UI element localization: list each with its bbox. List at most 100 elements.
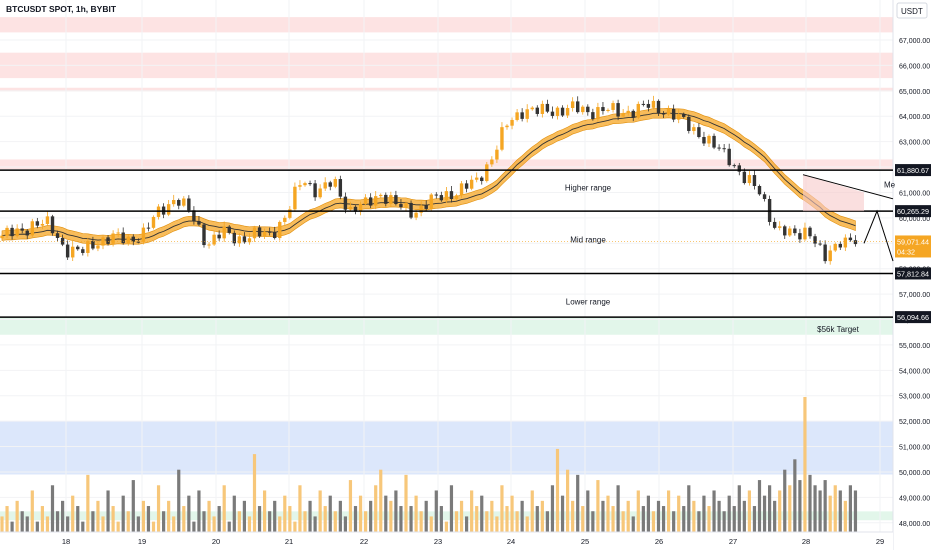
volume-bar [409,506,413,532]
volume-bar [151,521,156,532]
volume-bar [762,495,767,532]
candle-body [182,198,186,206]
candle-body [50,216,55,234]
candle-body [469,179,474,189]
candle-body [389,195,393,204]
candle-body [278,221,282,239]
candle-body [525,109,529,119]
volume-bar [389,500,393,532]
downtrend-zone [803,174,864,212]
volume-bar [278,516,282,532]
volume-bar [328,495,332,532]
volume-bar [5,506,9,532]
volume-bar [404,474,408,532]
candle-body [833,243,837,251]
candle-body [666,108,671,115]
volume-bar [298,485,302,532]
candle-body [121,232,125,244]
candle-body [707,135,711,144]
volume-bar [702,495,706,532]
currency-label[interactable]: USDT [901,7,923,16]
candle-body [540,103,545,114]
time-tick: 26 [655,537,663,546]
candle-body [798,233,802,240]
volume-bar [439,506,443,532]
candle-body [424,205,428,209]
volume-bar [96,500,100,532]
volume-bar [288,506,292,532]
volume-bar [424,500,428,532]
volume-bar [757,480,762,532]
candle-body [363,197,368,204]
price-tick: 49,000.00 [899,495,930,502]
candle-body [308,183,312,185]
range-label-0: Higher range [565,183,612,192]
symbol-title: BTCUSDT SPOT, 1h, BYBIT [6,4,117,14]
candle-body [570,101,575,108]
volume-bar [273,500,277,532]
candle-body [212,234,216,245]
volume-bar [343,516,347,532]
candle-body [414,212,418,218]
candle-body [399,204,403,208]
candle-body [813,236,817,244]
volume-bar [515,511,519,532]
volume-bar [364,511,368,532]
candle-body [495,149,499,160]
volume-bar [752,506,757,532]
candle-body [783,226,787,236]
volume-bar [358,495,363,532]
volume-bar [722,511,726,532]
candle-body [762,194,767,199]
candle-body [247,238,252,243]
volume-bar [707,506,711,532]
last-price-label: 59,071.44 [897,237,929,246]
volume-bar [606,495,610,532]
volume-bar [833,485,837,532]
level-label-0: 61,880.67 [897,166,929,175]
candle-body [151,216,156,228]
time-tick: 28 [802,537,810,546]
candle-body [20,228,24,231]
candle-body [81,249,85,253]
price-tick: 60,000.00 [899,216,930,223]
candle-body [717,147,721,149]
volume-bar [500,485,504,532]
candle-body [752,175,757,186]
volume-bar [55,511,60,532]
candle-body [616,103,620,117]
volume-bar [576,474,580,532]
candle-body [429,194,433,209]
candle-body [348,206,353,210]
time-tick: 24 [507,537,515,546]
candle-body [636,103,640,118]
volume-bar [677,495,681,532]
candle-body [0,235,4,239]
candle-body [298,185,302,187]
candle-body [338,179,343,197]
volume-bar [449,485,454,532]
candle-body [232,232,236,244]
candle-body [45,216,50,224]
volume-bar [222,485,226,532]
time-axis[interactable]: 18 19 20 21 22 23 24 25 26 27 28 29 [0,531,893,550]
volume-bar [530,490,534,532]
ema-band-layer [1,107,856,246]
volume-bar [323,506,327,532]
volume-bar [566,469,570,532]
candle-body [318,188,322,198]
candle-body [71,246,75,258]
candle-body [651,100,656,108]
volume-bar [434,490,438,532]
volume-bar [465,516,469,532]
candle-body [449,191,454,199]
candle-body [459,183,464,196]
candle-body [217,234,221,239]
volume-bar [808,474,812,532]
volume-bar [480,495,484,532]
volume-bar [687,485,691,532]
candle-body [76,246,80,250]
candle-body [328,182,332,187]
volume-bar [91,511,95,532]
